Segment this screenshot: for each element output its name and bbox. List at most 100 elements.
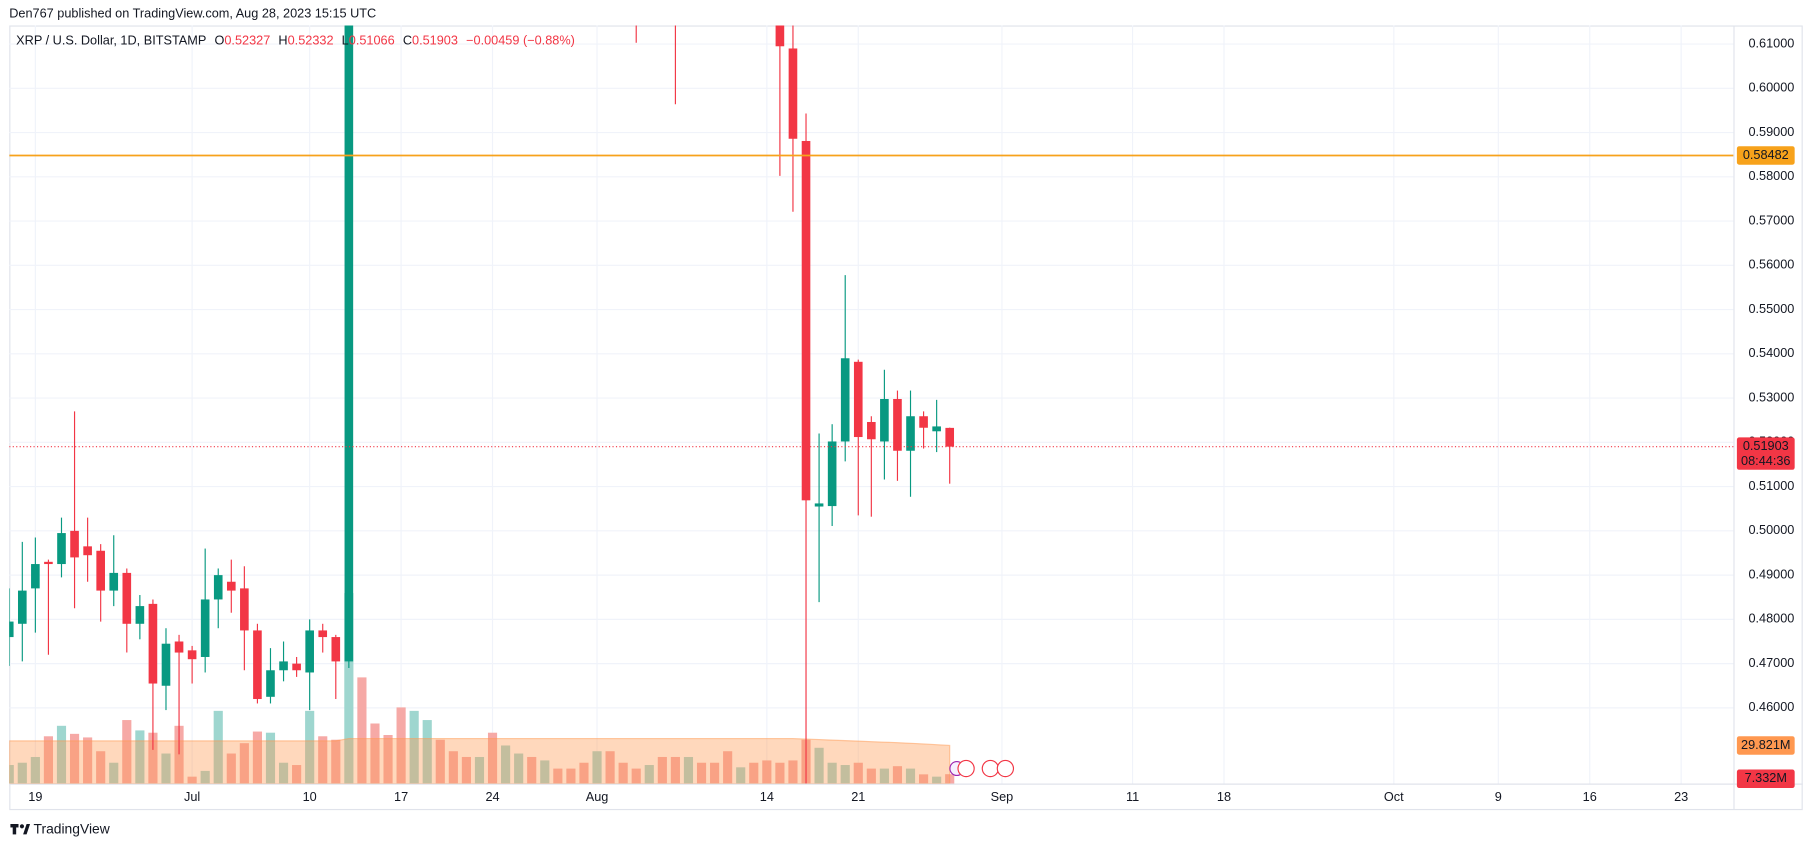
volume-bar — [409, 710, 419, 784]
candle-body — [919, 416, 928, 428]
volume-bar — [605, 751, 615, 784]
volume-bar — [331, 739, 341, 784]
y-tick-label: 0.48000 — [1748, 611, 1794, 626]
candle-body — [867, 421, 876, 440]
candle-body — [57, 533, 66, 565]
x-tick-label: Aug — [586, 789, 609, 804]
y-tick-label: 0.51000 — [1748, 478, 1794, 493]
legend: XRP / U.S. Dollar, 1D, BITSTAMP O0.52327… — [16, 33, 575, 48]
x-tick-label: 21 — [851, 789, 865, 804]
volume-bar — [919, 774, 929, 784]
volume-bar — [448, 751, 458, 784]
volume-bar — [710, 762, 720, 784]
volume-bar — [866, 768, 876, 784]
volume-bar — [514, 753, 524, 784]
volume-bar — [775, 762, 785, 784]
candle-body — [775, 25, 785, 47]
event-icons — [949, 759, 1015, 778]
x-tick-label: 19 — [28, 789, 42, 804]
candle-body — [240, 588, 249, 631]
volume-bar — [9, 765, 14, 784]
volume-bar — [749, 762, 759, 784]
volume-bar — [174, 725, 184, 784]
event-icon — [981, 759, 1000, 778]
volume-bar — [762, 760, 772, 784]
y-tick-label: 0.55000 — [1748, 301, 1794, 316]
candle-body — [83, 546, 92, 556]
y-tick-label: 0.53000 — [1748, 389, 1794, 404]
x-tick-label: 9 — [1495, 789, 1502, 804]
volume-bar — [344, 593, 354, 784]
volume-bar — [43, 736, 54, 784]
event-icon — [996, 759, 1015, 778]
level-label-box — [1736, 146, 1795, 165]
volume-bar — [148, 732, 158, 784]
volume-bar — [17, 762, 27, 784]
volume-bar — [853, 762, 863, 784]
volume-bar — [827, 762, 837, 784]
footer-logo — [10, 823, 31, 835]
volume-bar — [305, 710, 315, 784]
y-tick-label: 0.50000 — [1748, 522, 1794, 537]
volume-label-box — [1736, 769, 1795, 789]
x-tick-label: Jul — [184, 789, 200, 804]
candle-body — [880, 398, 889, 442]
symbol-title: XRP / U.S. Dollar, 1D, BITSTAMP — [16, 33, 206, 48]
legend-close: 0.51903 — [412, 33, 458, 48]
axes: 0.46000 0.47000 0.48000 0.49000 0.50000 0.510… — [28, 35, 1795, 804]
volume-bar — [239, 743, 249, 784]
grid — [9, 25, 1734, 784]
volume-bar — [788, 760, 798, 784]
volume-bar — [592, 751, 602, 784]
volume-bar — [292, 765, 302, 784]
y-tick-label: 0.60000 — [1748, 80, 1794, 95]
volume-bar — [161, 753, 171, 784]
candle-body — [70, 530, 79, 558]
volume-bar — [56, 725, 67, 784]
volume-bar — [252, 731, 262, 784]
x-tick-label: 16 — [1583, 789, 1597, 804]
y-tick-label: 0.49000 — [1748, 566, 1794, 581]
volume-bar — [618, 762, 628, 784]
y-tick-label: 0.59000 — [1748, 124, 1794, 139]
candle-body — [17, 590, 27, 624]
volume-bar — [814, 747, 824, 784]
candle-body — [187, 650, 197, 660]
legend-c-label: C — [403, 33, 412, 48]
candle-body — [945, 427, 955, 447]
candle-body — [827, 441, 837, 507]
candle-body — [44, 561, 53, 565]
volume-bar — [461, 756, 471, 784]
volume-bar — [487, 732, 498, 784]
event-icon — [957, 759, 975, 778]
candle-body — [853, 361, 863, 438]
x-tick-label: 14 — [760, 789, 774, 804]
volume-label: 7.332M — [1745, 770, 1787, 785]
volume-bar — [265, 732, 276, 784]
y-tick-label: 0.47000 — [1748, 655, 1794, 670]
volume-bar — [30, 756, 40, 784]
volume-bar — [879, 768, 889, 784]
candle-body — [331, 637, 341, 662]
y-tick-label: 0.54000 — [1748, 345, 1794, 360]
volume-bar — [135, 730, 145, 784]
candle-body — [135, 606, 145, 624]
y-tick-label: 0.61000 — [1748, 35, 1794, 50]
legend-o-label: O — [214, 33, 224, 48]
candle-body — [109, 572, 119, 591]
volume-bar — [435, 739, 445, 784]
ma-label: 29.821M — [1741, 737, 1790, 752]
volume-bar — [892, 766, 903, 784]
x-tick-label: 10 — [303, 789, 317, 804]
volume-bar — [696, 762, 707, 784]
price-pane — [9, 25, 1734, 784]
volume-bar — [736, 767, 746, 784]
volume-bar — [670, 756, 680, 784]
candle-body — [200, 599, 210, 657]
logo-part — [19, 824, 25, 829]
x-tick-label: 24 — [485, 789, 499, 804]
volume-bar — [383, 735, 393, 784]
last-price-label: 0.51903 — [1743, 438, 1789, 453]
candle-body — [893, 398, 902, 451]
